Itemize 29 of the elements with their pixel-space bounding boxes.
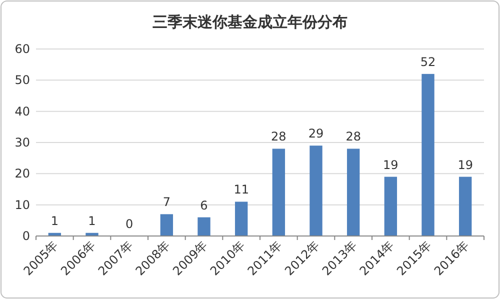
y-tick-label: 60 [14,42,30,56]
chart-title: 三季末迷你基金成立年份分布 [152,13,348,31]
data-label: 11 [234,182,249,197]
data-label: 28 [271,130,286,144]
bar [310,146,322,236]
data-label: 29 [308,126,324,141]
bar [458,176,472,236]
bar [422,74,434,236]
bar [346,148,360,236]
bar [234,202,248,236]
data-label: 6 [200,198,208,212]
y-tick-label: 0 [22,229,30,243]
data-label: 19 [383,158,398,172]
bar [384,176,398,236]
data-label: 52 [420,54,436,69]
data-label: 1 [50,214,58,228]
data-label: 7 [162,195,170,210]
data-label: 28 [346,130,361,144]
bar [272,148,286,236]
data-label: 1 [88,214,96,228]
data-label: 0 [126,217,134,231]
data-label: 19 [458,158,473,172]
y-tick-label: 50 [14,73,30,88]
y-tick-label: 30 [14,136,30,150]
y-tick-label: 20 [14,166,30,181]
bar [160,214,174,236]
y-tick-label: 10 [14,198,30,212]
bar [198,217,210,236]
y-tick-label: 40 [14,104,30,118]
